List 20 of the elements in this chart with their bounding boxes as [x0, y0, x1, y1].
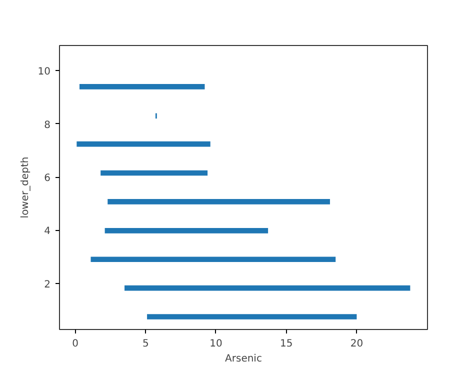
bar — [79, 84, 205, 90]
x-tick-label: 10 — [210, 338, 222, 350]
bar — [108, 199, 330, 204]
x-tick-label: 0 — [72, 338, 78, 350]
x-axis-title: Arsenic — [225, 354, 262, 364]
bar — [147, 314, 357, 320]
bar — [76, 141, 210, 147]
bar — [104, 228, 268, 234]
bar — [124, 285, 410, 291]
y-tick-label: 10 — [38, 66, 51, 78]
y-axis-title: lower_depth — [20, 156, 31, 218]
bar — [90, 256, 336, 262]
y-tick-label: 2 — [44, 279, 51, 290]
y-tick-label: 8 — [44, 120, 51, 131]
x-tick-label: 5 — [142, 338, 149, 350]
x-tick-label: 15 — [280, 338, 293, 350]
y-tick-label: 4 — [44, 226, 51, 238]
x-tick-label: 20 — [350, 338, 364, 350]
y-tick-label: 6 — [44, 173, 51, 184]
bar — [100, 170, 208, 176]
